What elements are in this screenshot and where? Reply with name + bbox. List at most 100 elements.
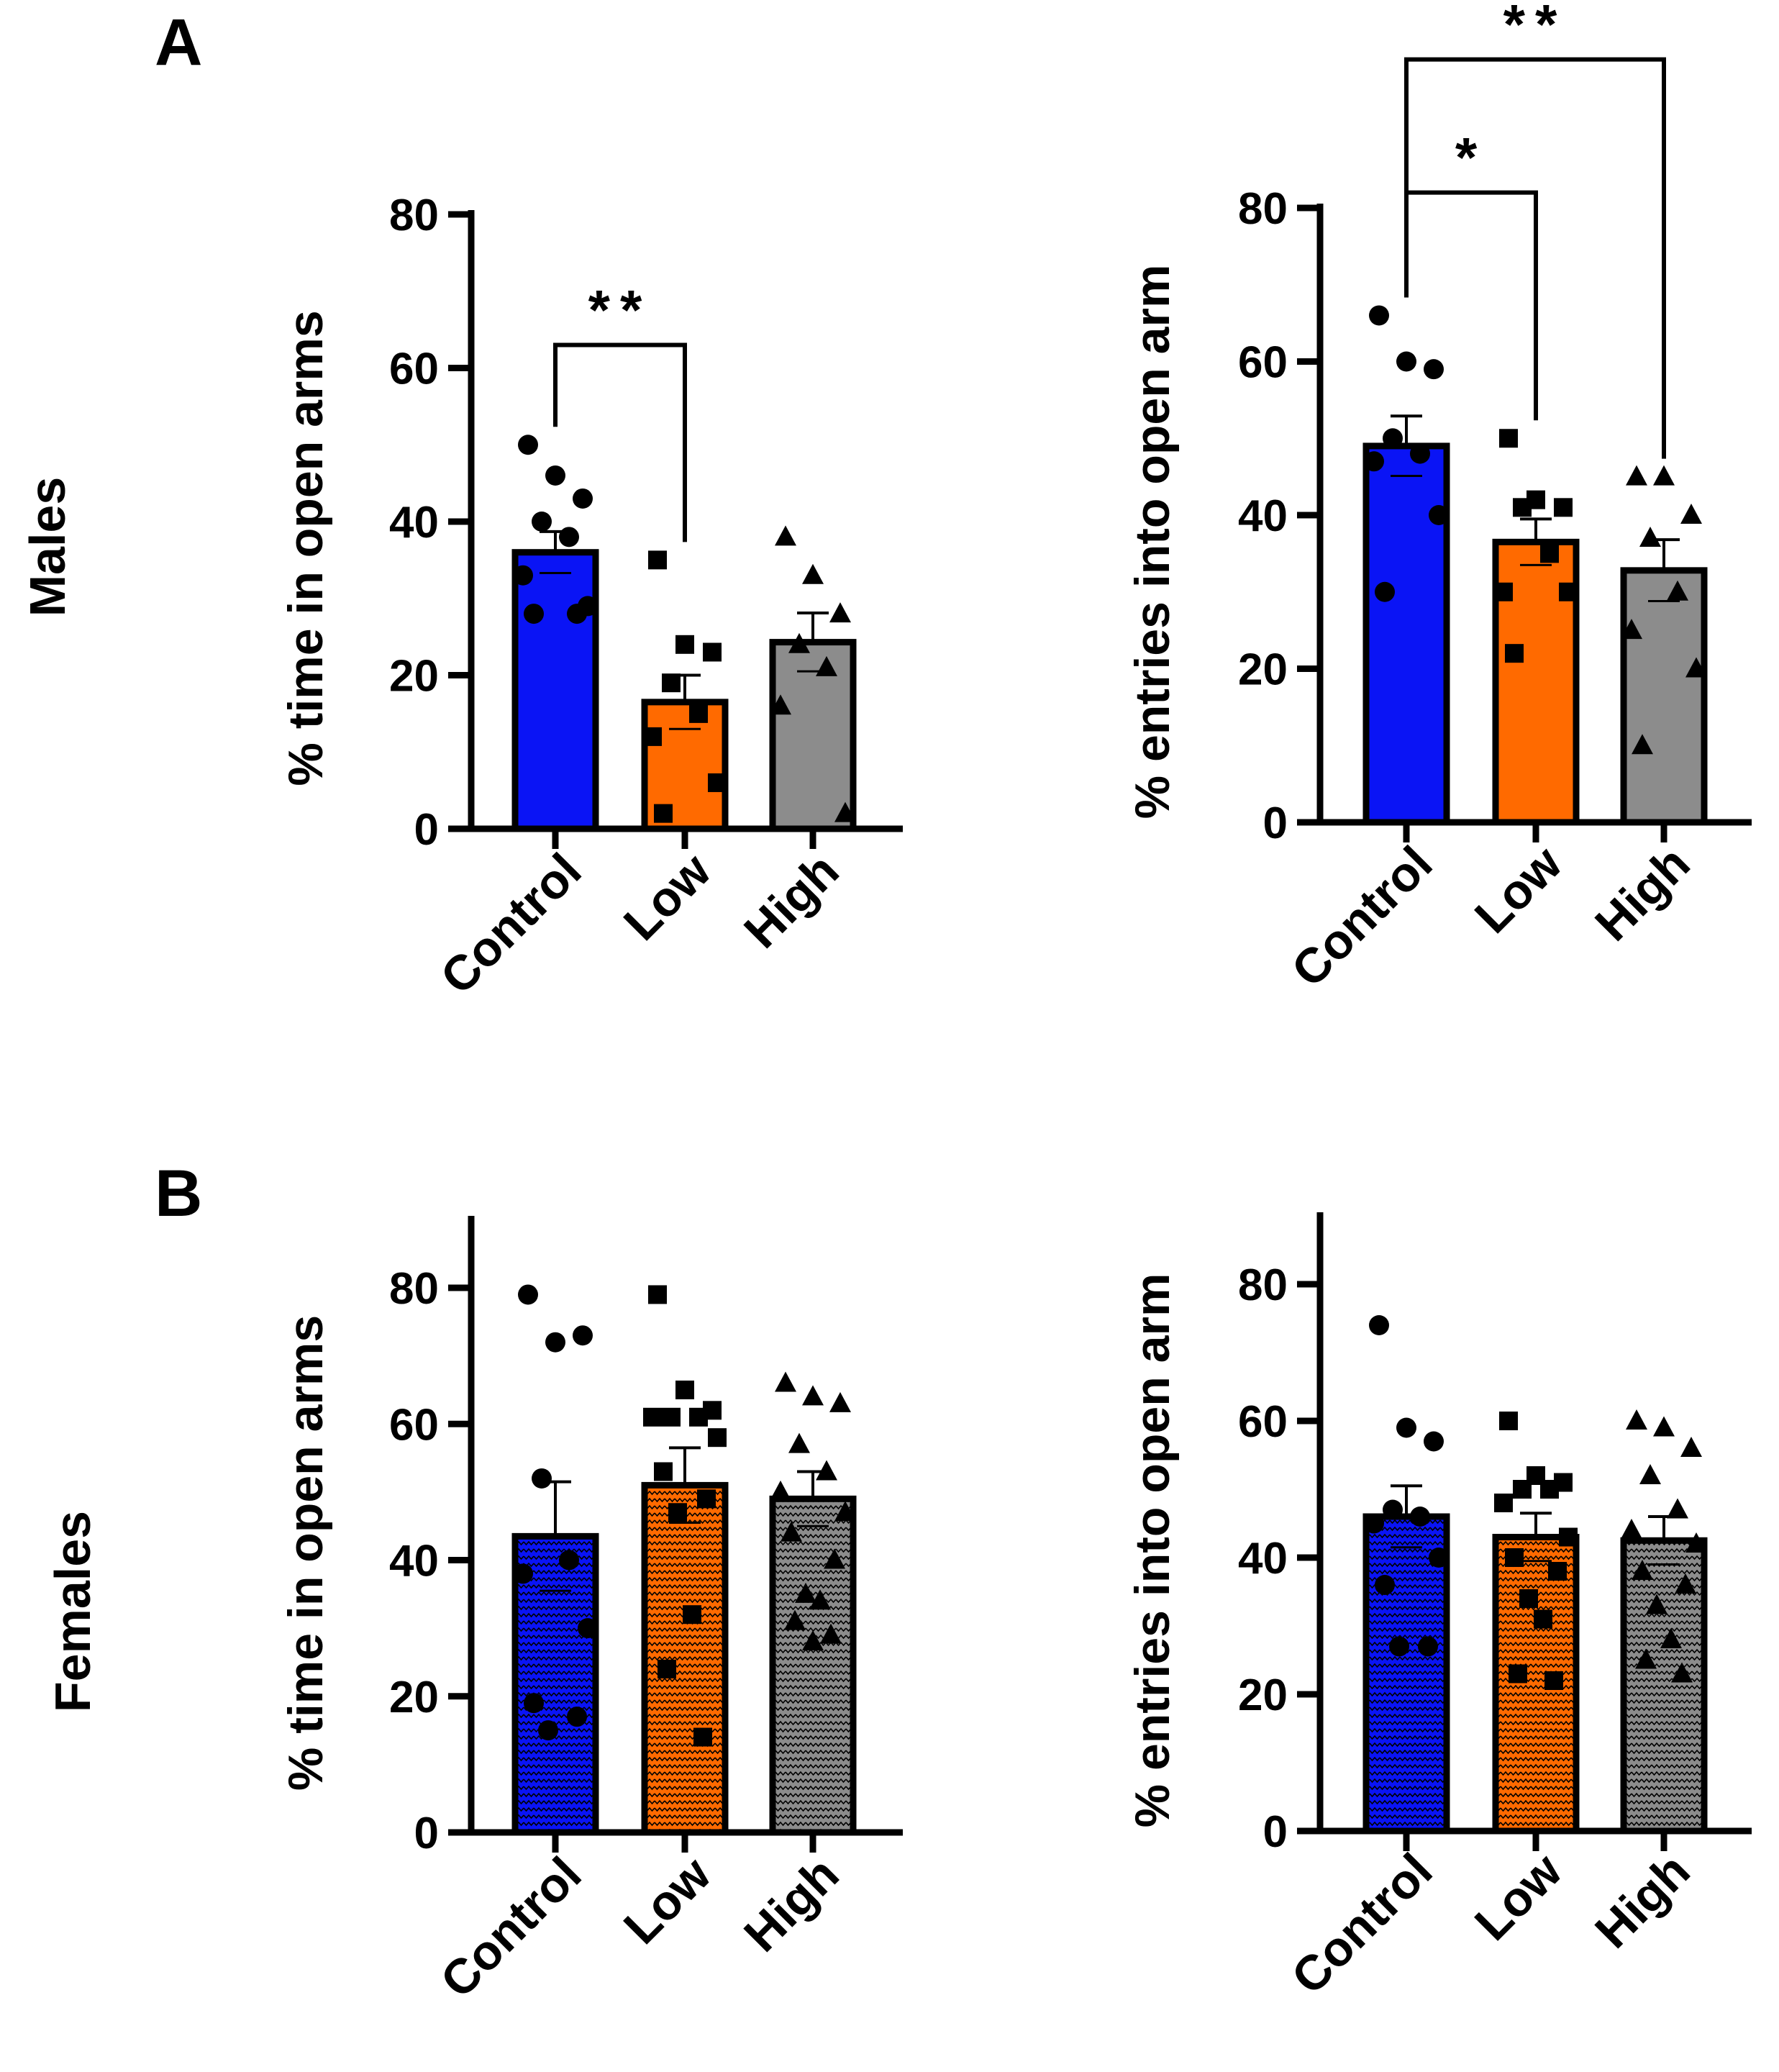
data-point-low xyxy=(708,773,727,792)
data-point-low xyxy=(1519,1589,1538,1608)
panel-label-b: B xyxy=(155,1157,202,1230)
data-point-low xyxy=(658,1659,676,1678)
data-point-high xyxy=(1621,619,1642,640)
bar-high xyxy=(1620,1537,1708,1835)
chart-males-entries-open-arm: % entries into open arm Control Low High 0 20… xyxy=(1125,0,1752,998)
data-point-low xyxy=(1540,544,1559,563)
data-point-high xyxy=(1660,1628,1682,1648)
data-point-low xyxy=(689,704,708,723)
data-point-low xyxy=(648,1285,667,1304)
data-point-control xyxy=(545,1332,565,1353)
data-point-control xyxy=(532,1468,552,1489)
data-point-control xyxy=(518,435,538,455)
y-tick-label: 80 xyxy=(1238,1260,1288,1310)
y-tick-label: 80 xyxy=(1238,184,1288,234)
data-point-high xyxy=(1667,1498,1688,1519)
data-point-high xyxy=(1675,1573,1696,1594)
data-point-control xyxy=(1424,359,1444,380)
data-point-control xyxy=(1369,305,1389,326)
data-point-low xyxy=(1505,1548,1524,1567)
data-point-low xyxy=(662,1407,681,1427)
data-point-low xyxy=(708,1428,727,1448)
data-point-high xyxy=(1646,1594,1667,1614)
data-point-low xyxy=(1559,582,1578,601)
data-point-low xyxy=(675,1380,694,1399)
data-point-control xyxy=(567,604,587,624)
data-point-low xyxy=(643,1407,662,1427)
x-tick-label-control: Control xyxy=(1281,1843,1443,2005)
data-point-control xyxy=(1364,1513,1384,1534)
data-point-control xyxy=(1418,1636,1438,1657)
data-point-control xyxy=(1410,443,1430,464)
data-point-control xyxy=(532,512,552,532)
data-point-high xyxy=(1685,1532,1707,1553)
x-tick-label-control: Control xyxy=(1281,836,1443,998)
data-point-control xyxy=(1375,581,1395,602)
significance-label: ** xyxy=(588,278,652,341)
data-point-control xyxy=(578,1618,598,1639)
data-point-high xyxy=(1632,1560,1653,1580)
x-tick-label-high: High xyxy=(1585,836,1701,952)
data-point-high xyxy=(1621,1519,1642,1539)
y-axis-label: % time in open arms xyxy=(278,1315,333,1791)
bar-control xyxy=(1362,1513,1450,1835)
y-tick-label: 60 xyxy=(1238,1397,1288,1447)
data-point-control xyxy=(573,488,593,509)
data-point-low xyxy=(662,673,681,693)
data-point-high xyxy=(1680,504,1702,524)
data-point-high xyxy=(1626,465,1647,486)
data-point-high xyxy=(1653,465,1675,486)
data-point-control xyxy=(1364,451,1384,472)
y-tick-label: 40 xyxy=(389,1537,439,1586)
y-axis-label: % entries into open arm xyxy=(1125,265,1180,819)
data-point-high xyxy=(820,1623,842,1644)
data-point-low xyxy=(654,804,673,823)
data-point-control xyxy=(1424,1431,1444,1452)
data-point-low xyxy=(1499,429,1518,448)
data-point-high xyxy=(802,563,824,584)
data-point-high xyxy=(834,1501,856,1522)
data-point-high xyxy=(1680,1437,1702,1457)
data-point-control xyxy=(1375,1575,1395,1595)
data-point-high xyxy=(1671,1662,1693,1683)
significance-label: ** xyxy=(1503,0,1568,56)
data-point-control xyxy=(1383,1499,1403,1520)
data-point-low xyxy=(1513,498,1532,517)
data-point-high xyxy=(802,1385,824,1406)
bar-high xyxy=(769,639,857,832)
data-point-low xyxy=(1494,1494,1513,1512)
data-point-high xyxy=(788,632,810,653)
x-tick-label-high: High xyxy=(1585,1843,1701,1959)
data-point-control xyxy=(545,465,565,486)
data-point-control xyxy=(1396,1417,1416,1438)
data-point-high xyxy=(770,1480,791,1501)
y-axis-label: % entries into open arm xyxy=(1125,1273,1180,1828)
data-point-control xyxy=(513,565,533,586)
y-tick-label: 0 xyxy=(1263,799,1288,848)
y-tick-label: 20 xyxy=(1238,1671,1288,1720)
bar-high xyxy=(1620,567,1708,826)
data-point-control xyxy=(1369,1315,1389,1335)
data-point-control xyxy=(538,1720,558,1741)
data-point-high xyxy=(1685,657,1707,678)
data-point-high xyxy=(834,801,856,822)
y-tick-label: 40 xyxy=(1238,491,1288,541)
data-point-high xyxy=(1667,580,1688,601)
panel-label-a: A xyxy=(155,6,202,79)
data-point-low xyxy=(703,642,722,662)
y-tick-label: 80 xyxy=(389,191,439,240)
x-tick-label-low: Low xyxy=(1465,835,1573,944)
bar-low xyxy=(641,1481,729,1836)
x-tick-label-low: Low xyxy=(614,842,722,951)
data-point-low xyxy=(1554,498,1573,517)
data-point-high xyxy=(781,1521,802,1542)
x-tick-label-high: High xyxy=(734,1847,850,1963)
significance-bracket xyxy=(1404,190,1538,421)
data-point-high xyxy=(775,525,796,546)
row-label-females: Females xyxy=(45,1511,101,1712)
chart-females-entries-open-arm: % entries into open arm Control Low High 0 20… xyxy=(1125,1212,1752,2005)
data-point-high xyxy=(809,1589,831,1610)
data-point-control xyxy=(1389,1636,1409,1657)
data-point-control xyxy=(1410,1507,1430,1527)
